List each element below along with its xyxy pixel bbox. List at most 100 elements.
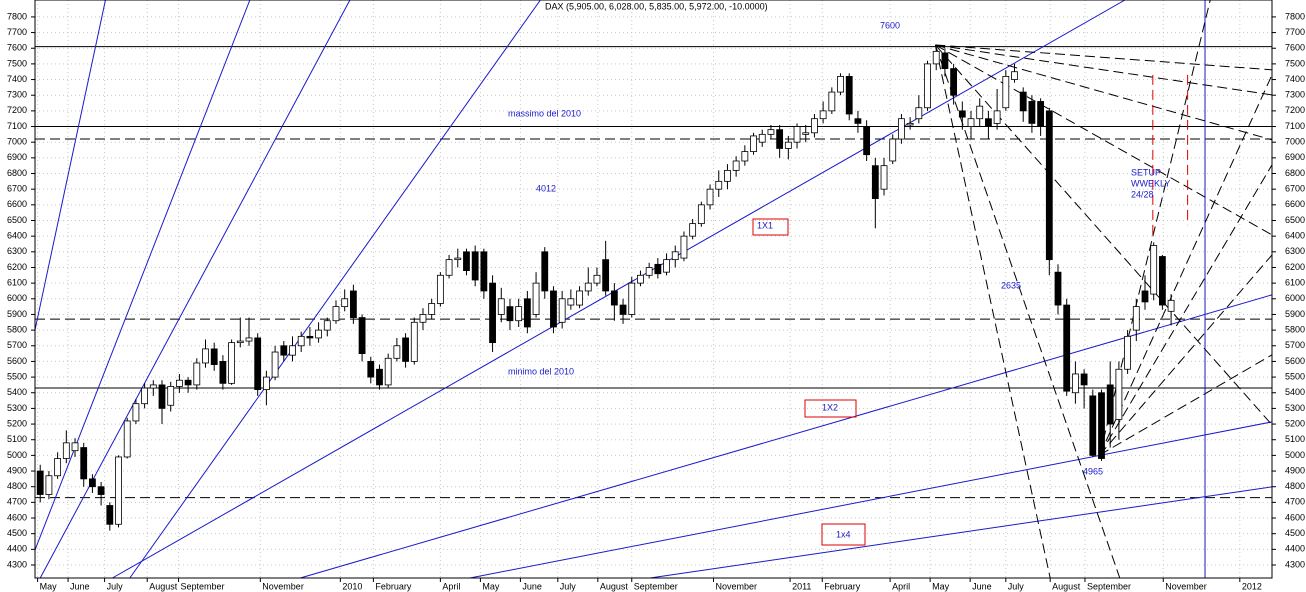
- y2-tick-label: 7700: [1285, 27, 1305, 37]
- x-tick-label: 2011: [792, 581, 811, 591]
- y-tick-label: 6900: [7, 152, 27, 162]
- y2-tick-label: 4500: [1285, 528, 1305, 538]
- x-tick-label: September: [181, 581, 225, 591]
- y2-tick-label: 6600: [1285, 199, 1305, 209]
- x-tick-label: February: [824, 581, 861, 591]
- candle-body: [941, 52, 949, 69]
- trend-line: [649, 486, 1273, 579]
- candle-body: [593, 274, 601, 284]
- candle-body: [158, 384, 166, 409]
- candle-body: [367, 361, 375, 378]
- candle-body: [1098, 392, 1105, 459]
- candle-body: [784, 141, 792, 149]
- annotation: 24/28: [1131, 189, 1154, 199]
- axes: 4300 4300 4400 4400 4500 4500 4600 4600 4700 4700…: [7, 11, 1305, 591]
- candle-body: [819, 110, 827, 120]
- trend-line: [935, 44, 1273, 141]
- y-tick-label: 7500: [7, 58, 27, 68]
- candle-body: [932, 50, 940, 65]
- trend-line: [935, 44, 1273, 236]
- candle-body: [915, 107, 923, 120]
- candle-body: [750, 135, 757, 152]
- candle-body: [210, 348, 218, 365]
- candle-body: [880, 165, 888, 190]
- x-tick-label: May: [482, 581, 500, 591]
- candle-body: [776, 129, 784, 149]
- candle-body: [280, 345, 288, 356]
- candle-body: [384, 357, 392, 386]
- candle-body: [671, 251, 679, 261]
- x-tick-label: November: [1165, 581, 1207, 591]
- candle-body: [610, 290, 618, 306]
- y-tick-label: 5400: [7, 387, 27, 397]
- candle-body: [202, 348, 209, 364]
- y-tick-label: 7000: [7, 137, 27, 147]
- y2-tick-label: 4300: [1285, 559, 1305, 569]
- candle-body: [1054, 271, 1062, 306]
- candle-body: [149, 384, 157, 389]
- x-tick-label: June: [522, 581, 542, 591]
- candle-body: [680, 235, 688, 259]
- candle-body: [741, 151, 749, 162]
- candle-body: [306, 335, 314, 339]
- candle-body: [645, 267, 653, 276]
- y2-tick-label: 7200: [1285, 105, 1305, 115]
- candle-body: [837, 76, 844, 93]
- trend-line: [1099, 254, 1273, 456]
- candle-body: [97, 486, 105, 495]
- y-tick-label: 4600: [7, 512, 27, 522]
- candle-body: [176, 379, 183, 387]
- y-tick-label: 6700: [7, 184, 27, 194]
- y-tick-label: 7700: [7, 27, 27, 37]
- y2-tick-label: 5000: [1285, 450, 1305, 460]
- y-tick-label: 7100: [7, 121, 27, 131]
- candle-body: [576, 290, 583, 306]
- y2-tick-label: 5300: [1285, 403, 1305, 413]
- trend-line: [469, 421, 1273, 579]
- candle-body: [523, 298, 531, 328]
- y2-tick-label: 4800: [1285, 481, 1305, 491]
- y-tick-label: 7800: [7, 11, 27, 21]
- candle-body: [428, 303, 436, 315]
- candle-body: [567, 298, 575, 306]
- candle-body: [985, 118, 992, 127]
- y2-tick-label: 5200: [1285, 418, 1305, 428]
- candle-body: [445, 259, 453, 276]
- candle-body: [402, 337, 409, 362]
- y-tick-label: 7200: [7, 105, 27, 115]
- y2-tick-label: 4900: [1285, 465, 1305, 475]
- candle-body: [637, 274, 644, 284]
- candle-body: [393, 345, 401, 359]
- trend-line: [934, 44, 1273, 426]
- candle-body: [62, 442, 70, 459]
- candle-body: [724, 169, 731, 182]
- candle-body: [1115, 368, 1123, 420]
- annotation: massimo del 2010: [508, 108, 581, 118]
- candle-body: [1158, 256, 1166, 306]
- y2-tick-label: 6700: [1285, 184, 1305, 194]
- y2-tick-label: 5100: [1285, 434, 1305, 444]
- x-tick-label: September: [1087, 581, 1131, 591]
- x-tick-label: February: [375, 581, 412, 591]
- candle-body: [497, 298, 505, 315]
- y2-tick-label: 7600: [1285, 43, 1305, 53]
- candle-body: [715, 180, 723, 190]
- candle-body: [811, 118, 818, 134]
- candle-body: [854, 118, 862, 124]
- x-tick-label: June: [972, 581, 992, 591]
- y-tick-label: 7400: [7, 74, 27, 84]
- candle-body: [341, 298, 349, 308]
- candle-body: [793, 126, 801, 143]
- candle-body: [898, 118, 905, 140]
- candle-body: [863, 126, 871, 156]
- y-tick-label: 4400: [7, 544, 27, 554]
- candle-body: [1011, 71, 1018, 80]
- annotation: SETUP: [1131, 167, 1161, 177]
- y2-tick-label: 6900: [1285, 152, 1305, 162]
- candle-body: [1080, 373, 1088, 386]
- x-tick-label: July: [107, 581, 124, 591]
- candle-body: [1124, 335, 1131, 370]
- candle-body: [802, 132, 810, 135]
- candle-body: [1037, 101, 1045, 127]
- x-tick-label: 2010: [342, 581, 362, 591]
